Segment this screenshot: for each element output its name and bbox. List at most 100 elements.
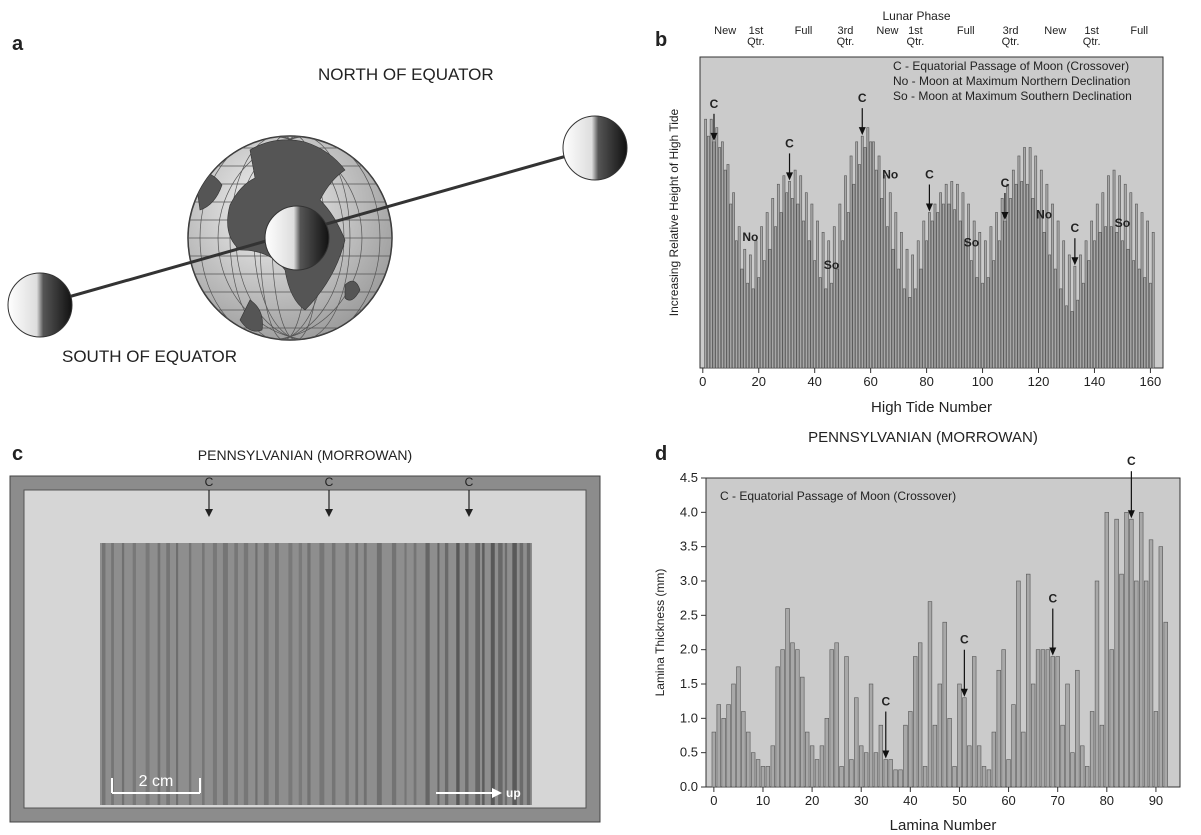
annotation: C — [881, 695, 890, 709]
bar — [760, 226, 763, 369]
y-tick-label: 4.5 — [680, 470, 698, 485]
phase-label: Full — [794, 25, 813, 37]
bar — [964, 240, 968, 369]
bar — [741, 711, 746, 788]
bar — [1039, 169, 1043, 369]
bar — [1137, 268, 1141, 369]
bar — [1034, 155, 1038, 369]
bar — [1084, 240, 1088, 369]
bar — [709, 118, 713, 369]
bar — [805, 731, 810, 788]
bar — [824, 718, 829, 788]
annotation: C — [710, 97, 719, 111]
bar — [838, 203, 842, 369]
annotation: C — [1127, 454, 1136, 468]
bar — [793, 169, 797, 369]
bar — [760, 766, 766, 788]
laminae — [102, 543, 531, 805]
bar — [1126, 248, 1130, 369]
bar — [942, 621, 947, 788]
bar — [704, 118, 707, 369]
annotation: So — [824, 258, 839, 272]
bar — [961, 192, 965, 369]
bar — [992, 260, 996, 369]
phase-label: 3rd Qtr. — [836, 25, 855, 48]
moon — [7, 272, 73, 338]
bar — [930, 220, 934, 369]
bar — [936, 212, 940, 369]
bar — [795, 649, 800, 788]
bar — [726, 704, 731, 788]
bar — [917, 642, 923, 788]
annotation: C — [925, 168, 934, 182]
bar — [1075, 669, 1080, 788]
bar — [894, 212, 898, 369]
annotation-arrow — [710, 132, 718, 141]
bar — [1000, 198, 1004, 369]
bar — [746, 731, 751, 788]
bar — [818, 277, 822, 369]
bar — [1095, 203, 1099, 369]
x-tick-label: 60 — [1001, 793, 1015, 808]
bar — [958, 220, 962, 369]
bar — [916, 240, 920, 369]
bar — [1028, 147, 1032, 369]
annotation-arrow — [858, 127, 866, 136]
bar — [903, 724, 908, 788]
bar — [1006, 759, 1011, 788]
phase-label: 1st Qtr. — [747, 25, 765, 48]
bar — [868, 683, 874, 788]
y-tick-label: 4.0 — [680, 504, 698, 519]
annotation-arrow — [882, 750, 890, 759]
bar — [1073, 265, 1077, 369]
bar — [1093, 240, 1096, 369]
direction-arrow — [492, 788, 502, 798]
bar — [944, 183, 948, 369]
bar — [1059, 288, 1063, 369]
bar — [1109, 649, 1114, 788]
bar — [1094, 580, 1100, 788]
y-tick-label: 1.5 — [680, 676, 698, 691]
panel-label: a — [12, 33, 24, 55]
bar — [799, 175, 803, 369]
bar — [886, 226, 889, 369]
bar — [1163, 621, 1168, 788]
bar — [1060, 724, 1065, 788]
bar — [755, 759, 761, 788]
bar — [830, 282, 833, 369]
bar — [1123, 183, 1127, 369]
bar — [1067, 254, 1071, 369]
bar — [1098, 231, 1102, 369]
bar — [796, 203, 800, 369]
bar — [939, 192, 942, 369]
bar — [765, 212, 769, 369]
bar — [1014, 183, 1018, 369]
bar — [975, 277, 979, 369]
x-tick-label: 40 — [807, 374, 821, 389]
bar — [1037, 212, 1040, 369]
annotation-arrow — [1001, 211, 1009, 220]
bar — [715, 127, 719, 369]
bar — [751, 288, 755, 369]
bar — [810, 203, 814, 369]
bar — [1065, 683, 1070, 788]
bar — [809, 745, 815, 788]
bar — [1099, 724, 1105, 788]
bar — [908, 297, 912, 369]
bar — [1143, 277, 1147, 369]
x-axis-label: Lamina Number — [890, 817, 997, 834]
bar — [1031, 198, 1035, 369]
bar — [863, 147, 867, 369]
bar — [712, 141, 716, 369]
bar — [819, 745, 825, 788]
bar — [849, 759, 854, 788]
annotation: No — [882, 168, 898, 182]
crossover-arrow — [325, 509, 333, 517]
bar — [983, 240, 987, 369]
bar — [900, 231, 903, 369]
bar — [1081, 282, 1085, 369]
bar — [897, 268, 900, 369]
bar — [1149, 282, 1152, 369]
annotation: C — [1071, 221, 1080, 235]
